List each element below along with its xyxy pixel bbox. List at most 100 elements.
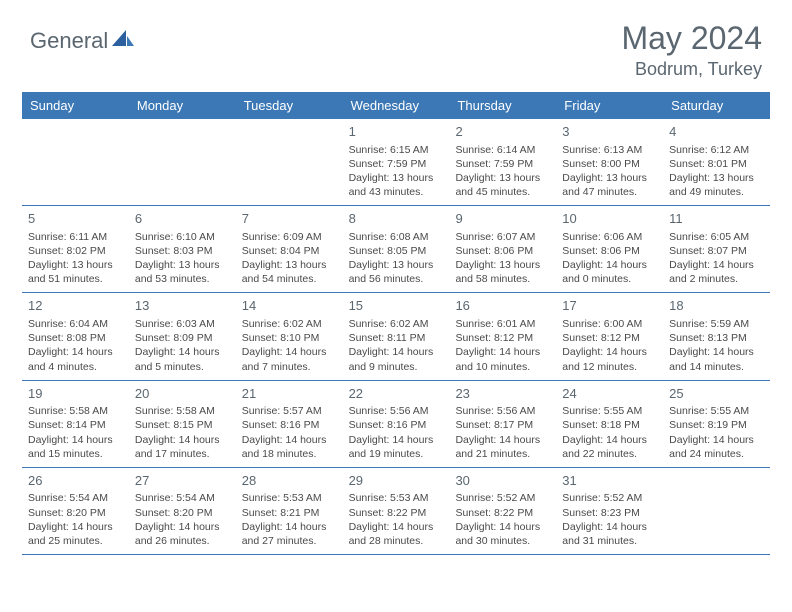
day-detail: Daylight: 14 hours <box>669 433 764 447</box>
day-detail: Sunset: 8:16 PM <box>349 418 444 432</box>
day-number: 20 <box>135 385 230 403</box>
day-detail: and 5 minutes. <box>135 360 230 374</box>
day-detail: Sunrise: 5:55 AM <box>669 404 764 418</box>
day-cell: 27Sunrise: 5:54 AMSunset: 8:20 PMDayligh… <box>129 468 236 554</box>
day-detail: Sunrise: 5:54 AM <box>135 491 230 505</box>
day-detail: Daylight: 14 hours <box>135 520 230 534</box>
day-cell: 12Sunrise: 6:04 AMSunset: 8:08 PMDayligh… <box>22 293 129 379</box>
day-detail: Daylight: 14 hours <box>349 433 444 447</box>
day-number: 11 <box>669 210 764 228</box>
day-number: 31 <box>562 472 657 490</box>
day-detail: Sunset: 8:06 PM <box>562 244 657 258</box>
day-detail: Daylight: 14 hours <box>562 258 657 272</box>
day-detail: Sunrise: 6:14 AM <box>455 143 550 157</box>
day-detail: Sunrise: 6:06 AM <box>562 230 657 244</box>
day-detail: and 30 minutes. <box>455 534 550 548</box>
calendar: SundayMondayTuesdayWednesdayThursdayFrid… <box>22 92 770 555</box>
day-detail: Sunrise: 6:02 AM <box>349 317 444 331</box>
day-cell: 8Sunrise: 6:08 AMSunset: 8:05 PMDaylight… <box>343 206 450 292</box>
day-detail: Sunrise: 6:01 AM <box>455 317 550 331</box>
day-detail: Sunset: 8:04 PM <box>242 244 337 258</box>
day-cell: 9Sunrise: 6:07 AMSunset: 8:06 PMDaylight… <box>449 206 556 292</box>
day-cell: 5Sunrise: 6:11 AMSunset: 8:02 PMDaylight… <box>22 206 129 292</box>
day-detail: Sunset: 7:59 PM <box>455 157 550 171</box>
day-detail: and 24 minutes. <box>669 447 764 461</box>
day-detail: Sunset: 8:05 PM <box>349 244 444 258</box>
day-detail: Sunrise: 6:09 AM <box>242 230 337 244</box>
week-row: 5Sunrise: 6:11 AMSunset: 8:02 PMDaylight… <box>22 206 770 293</box>
day-detail: Sunrise: 6:00 AM <box>562 317 657 331</box>
day-detail: and 51 minutes. <box>28 272 123 286</box>
day-detail: and 18 minutes. <box>242 447 337 461</box>
day-detail: and 15 minutes. <box>28 447 123 461</box>
day-detail: Sunrise: 5:57 AM <box>242 404 337 418</box>
day-number: 18 <box>669 297 764 315</box>
day-header-cell: Monday <box>129 92 236 119</box>
day-detail: Sunset: 8:21 PM <box>242 506 337 520</box>
day-number: 12 <box>28 297 123 315</box>
day-detail: Daylight: 14 hours <box>242 345 337 359</box>
day-detail: Daylight: 14 hours <box>28 520 123 534</box>
day-detail: Daylight: 14 hours <box>242 433 337 447</box>
week-row: 1Sunrise: 6:15 AMSunset: 7:59 PMDaylight… <box>22 119 770 206</box>
day-cell: 17Sunrise: 6:00 AMSunset: 8:12 PMDayligh… <box>556 293 663 379</box>
day-detail: Sunset: 8:17 PM <box>455 418 550 432</box>
day-detail: Daylight: 14 hours <box>28 433 123 447</box>
day-detail: and 56 minutes. <box>349 272 444 286</box>
day-detail: Daylight: 14 hours <box>135 345 230 359</box>
day-cell: 6Sunrise: 6:10 AMSunset: 8:03 PMDaylight… <box>129 206 236 292</box>
day-detail: Daylight: 13 hours <box>669 171 764 185</box>
day-detail: and 4 minutes. <box>28 360 123 374</box>
day-cell: 30Sunrise: 5:52 AMSunset: 8:22 PMDayligh… <box>449 468 556 554</box>
day-detail: and 53 minutes. <box>135 272 230 286</box>
day-detail: Sunrise: 5:55 AM <box>562 404 657 418</box>
day-detail: and 19 minutes. <box>349 447 444 461</box>
day-detail: Daylight: 14 hours <box>455 520 550 534</box>
day-header-cell: Friday <box>556 92 663 119</box>
day-detail: Sunset: 8:22 PM <box>349 506 444 520</box>
day-detail: and 28 minutes. <box>349 534 444 548</box>
day-header-cell: Tuesday <box>236 92 343 119</box>
day-detail: and 27 minutes. <box>242 534 337 548</box>
day-detail: and 21 minutes. <box>455 447 550 461</box>
day-detail: Sunset: 8:12 PM <box>455 331 550 345</box>
day-detail: Sunset: 8:18 PM <box>562 418 657 432</box>
day-detail: Sunset: 7:59 PM <box>349 157 444 171</box>
day-detail: and 12 minutes. <box>562 360 657 374</box>
day-cell: 16Sunrise: 6:01 AMSunset: 8:12 PMDayligh… <box>449 293 556 379</box>
day-detail: and 47 minutes. <box>562 185 657 199</box>
day-number: 16 <box>455 297 550 315</box>
day-detail: Sunset: 8:20 PM <box>135 506 230 520</box>
day-number: 2 <box>455 123 550 141</box>
day-cell: 22Sunrise: 5:56 AMSunset: 8:16 PMDayligh… <box>343 381 450 467</box>
day-detail: Sunrise: 6:03 AM <box>135 317 230 331</box>
day-cell: 20Sunrise: 5:58 AMSunset: 8:15 PMDayligh… <box>129 381 236 467</box>
day-detail: Sunset: 8:15 PM <box>135 418 230 432</box>
day-detail: and 7 minutes. <box>242 360 337 374</box>
day-detail: Sunrise: 6:02 AM <box>242 317 337 331</box>
day-cell <box>663 468 770 554</box>
day-cell: 26Sunrise: 5:54 AMSunset: 8:20 PMDayligh… <box>22 468 129 554</box>
day-cell: 10 Sunrise: 6:06 AMSunset: 8:06 PMDayligh… <box>556 206 663 292</box>
day-detail: Sunrise: 5:58 AM <box>28 404 123 418</box>
day-detail: Sunset: 8:06 PM <box>455 244 550 258</box>
day-detail: Daylight: 14 hours <box>349 520 444 534</box>
logo-text-1: General <box>30 28 108 54</box>
day-detail: Sunset: 8:22 PM <box>455 506 550 520</box>
day-detail: and 14 minutes. <box>669 360 764 374</box>
day-detail: Sunrise: 6:04 AM <box>28 317 123 331</box>
day-detail: and 10 minutes. <box>455 360 550 374</box>
day-header-cell: Wednesday <box>343 92 450 119</box>
day-detail: Daylight: 13 hours <box>349 171 444 185</box>
week-row: 19Sunrise: 5:58 AMSunset: 8:14 PMDayligh… <box>22 381 770 468</box>
day-detail: and 0 minutes. <box>562 272 657 286</box>
header: General Blue May 2024 Bodrum, Turkey <box>0 0 792 86</box>
month-title: May 2024 <box>621 20 762 57</box>
day-detail: Sunrise: 5:53 AM <box>349 491 444 505</box>
day-detail: Sunset: 8:14 PM <box>28 418 123 432</box>
day-detail: Sunrise: 6:13 AM <box>562 143 657 157</box>
day-number: 10 <box>562 210 657 228</box>
day-detail: Sunset: 8:01 PM <box>669 157 764 171</box>
day-number: 15 <box>349 297 444 315</box>
day-detail: Daylight: 14 hours <box>242 520 337 534</box>
